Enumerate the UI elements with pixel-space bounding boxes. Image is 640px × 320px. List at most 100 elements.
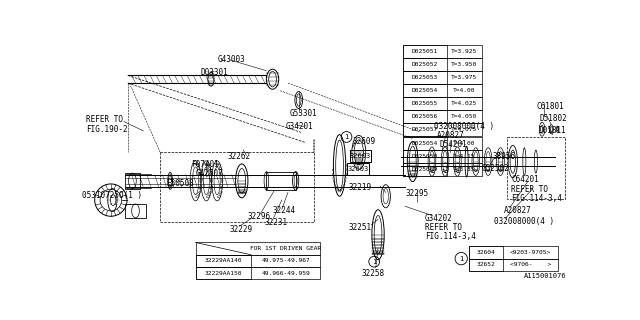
Text: T=4.00: T=4.00 [453, 88, 476, 93]
Bar [403, 110, 447, 123]
Text: 32652: 32652 [476, 262, 495, 267]
Bar [403, 71, 482, 84]
Text: T=3.975: T=3.975 [451, 75, 477, 80]
Text: 32262: 32262 [228, 152, 251, 161]
Text: G42507: G42507 [196, 169, 223, 178]
Text: C64201: C64201 [511, 175, 539, 184]
Text: 32603: 32603 [348, 166, 369, 172]
Bar [403, 137, 447, 150]
Text: A20827: A20827 [504, 206, 531, 215]
Text: <9203-9705>: <9203-9705> [510, 250, 551, 255]
Text: 32231: 32231 [265, 218, 288, 227]
Bar [403, 58, 447, 71]
Bar [125, 173, 140, 188]
Bar [403, 44, 482, 58]
Text: 32244: 32244 [273, 206, 296, 215]
Text: T=3.925: T=3.925 [451, 49, 477, 54]
Text: D025054: D025054 [412, 141, 438, 146]
Text: 1: 1 [459, 256, 463, 262]
Text: 49.975-49.967: 49.975-49.967 [261, 259, 310, 263]
Text: 38956: 38956 [492, 152, 515, 161]
Text: D025055: D025055 [412, 101, 438, 106]
Text: D51802: D51802 [540, 114, 568, 123]
Bar [348, 163, 369, 175]
Text: 32229AA150: 32229AA150 [205, 271, 242, 276]
Text: T=4.00: T=4.00 [453, 141, 476, 146]
Text: REFER TO: REFER TO [511, 185, 548, 194]
Bar [125, 204, 147, 218]
Bar [469, 246, 558, 259]
Bar [469, 259, 558, 271]
Bar [403, 97, 482, 110]
Text: 05310725O(1 ): 05310725O(1 ) [82, 191, 141, 200]
Bar [196, 255, 320, 267]
Bar [403, 84, 447, 97]
Text: T=4.15: T=4.15 [453, 154, 476, 159]
Bar [403, 123, 447, 136]
Text: G43003: G43003 [218, 55, 246, 64]
Text: D025059: D025059 [412, 167, 438, 172]
Text: D025054: D025054 [412, 88, 438, 93]
Text: D025053: D025053 [412, 75, 438, 80]
Text: D025052: D025052 [412, 62, 438, 67]
Bar [196, 243, 320, 255]
Bar [266, 172, 296, 190]
Text: D025051: D025051 [412, 49, 438, 54]
Text: <9706-    >: <9706- > [510, 262, 551, 267]
Text: G52502: G52502 [482, 164, 509, 173]
Text: E50508: E50508 [166, 179, 194, 188]
Text: 1: 1 [372, 259, 376, 265]
Text: D025057: D025057 [412, 127, 438, 132]
Text: T=4.025: T=4.025 [451, 101, 477, 106]
Text: 32604: 32604 [476, 250, 495, 255]
Text: 032008000(4 ): 032008000(4 ) [493, 217, 554, 226]
Bar [403, 163, 447, 176]
Text: G34202: G34202 [425, 214, 452, 223]
Text: D01811: D01811 [539, 126, 567, 135]
Text: T=4.050: T=4.050 [451, 114, 477, 119]
Bar [196, 255, 251, 267]
Text: D54201: D54201 [440, 140, 467, 149]
Text: FIG.190-2: FIG.190-2 [86, 124, 128, 134]
Bar [160, 152, 314, 222]
Text: 32258: 32258 [361, 269, 384, 278]
Bar [403, 150, 447, 163]
Text: 32251: 32251 [349, 223, 372, 232]
Text: 32229: 32229 [230, 225, 253, 234]
Text: 32296: 32296 [248, 212, 271, 221]
Text: A115001076: A115001076 [524, 273, 566, 279]
Bar [403, 110, 482, 123]
Bar [508, 137, 565, 198]
Text: T=4.075: T=4.075 [451, 127, 477, 132]
Bar [469, 246, 503, 259]
Text: T=3.950: T=3.950 [451, 62, 477, 67]
Text: G53301: G53301 [289, 109, 317, 118]
Text: 032008000(4 ): 032008000(4 ) [435, 122, 494, 131]
Text: D03301: D03301 [201, 68, 228, 77]
Bar [403, 97, 447, 110]
Bar [196, 267, 320, 279]
Text: F07401: F07401 [191, 160, 219, 169]
Text: 1: 1 [344, 134, 349, 140]
Text: 32229AA140: 32229AA140 [205, 259, 242, 263]
Text: REFER TO: REFER TO [86, 116, 124, 124]
Text: 32295: 32295 [405, 188, 428, 197]
Text: C61801: C61801 [537, 101, 564, 110]
Text: FIG.114-3,4: FIG.114-3,4 [511, 194, 562, 203]
Text: 32219: 32219 [349, 183, 372, 192]
Text: T=3.85: T=3.85 [453, 167, 476, 172]
Text: G34201: G34201 [285, 122, 314, 131]
Bar [403, 150, 482, 163]
Text: 32603: 32603 [349, 153, 371, 159]
Bar [403, 137, 482, 150]
Bar [403, 84, 482, 97]
Text: D025056: D025056 [412, 114, 438, 119]
Bar [403, 44, 447, 58]
Text: FIG.114-3,4: FIG.114-3,4 [425, 232, 476, 241]
Bar [403, 163, 482, 176]
Text: 49.966-49.959: 49.966-49.959 [261, 271, 310, 276]
Text: FOR 1ST DRIVEN GEAR: FOR 1ST DRIVEN GEAR [250, 246, 321, 251]
Bar [403, 58, 482, 71]
Bar [403, 123, 482, 136]
Bar [349, 150, 371, 162]
